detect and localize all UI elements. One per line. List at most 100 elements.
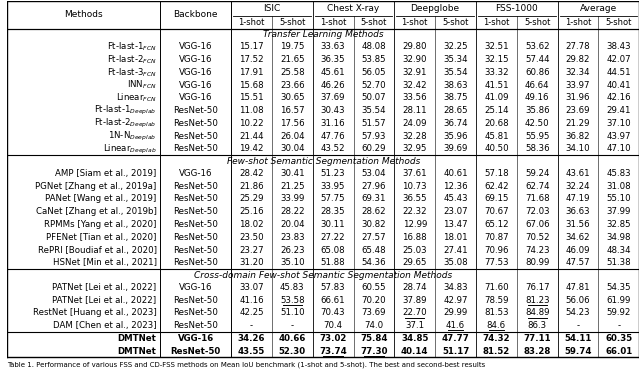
- Text: 67.06: 67.06: [525, 220, 550, 229]
- Text: 27.78: 27.78: [566, 42, 590, 51]
- Text: 23.50: 23.50: [239, 233, 264, 242]
- Text: ISIC: ISIC: [263, 4, 280, 13]
- Text: 62.42: 62.42: [484, 182, 509, 191]
- Text: 41.09: 41.09: [484, 93, 509, 102]
- Text: 23.07: 23.07: [444, 207, 468, 216]
- Text: 31.20: 31.20: [239, 258, 264, 267]
- Text: ResNet-50: ResNet-50: [173, 195, 218, 204]
- Text: 60.55: 60.55: [362, 283, 387, 292]
- Text: Backbone: Backbone: [173, 10, 218, 19]
- Text: 15.68: 15.68: [239, 81, 264, 90]
- Text: 28.62: 28.62: [362, 207, 387, 216]
- Text: 51.38: 51.38: [607, 258, 631, 267]
- Text: 25.29: 25.29: [239, 195, 264, 204]
- Text: 5-shot: 5-shot: [524, 18, 550, 27]
- Text: 36.55: 36.55: [403, 195, 427, 204]
- Text: 37.89: 37.89: [403, 296, 427, 304]
- Text: 33.63: 33.63: [321, 42, 346, 51]
- Text: 17.52: 17.52: [239, 55, 264, 64]
- Text: 26.23: 26.23: [280, 246, 305, 255]
- Text: 32.42: 32.42: [403, 81, 427, 90]
- Text: 57.93: 57.93: [362, 132, 386, 141]
- Text: 23.69: 23.69: [566, 106, 590, 115]
- Text: CaNet [Zhang et al., 2019b]: CaNet [Zhang et al., 2019b]: [36, 207, 157, 216]
- Text: 29.80: 29.80: [403, 42, 427, 51]
- Text: 60.29: 60.29: [362, 144, 386, 153]
- Text: 21.65: 21.65: [280, 55, 305, 64]
- Text: Methods: Methods: [65, 10, 103, 19]
- Text: 21.25: 21.25: [280, 182, 305, 191]
- Text: Linear$_\mathit{FCN}$: Linear$_\mathit{FCN}$: [116, 92, 157, 104]
- Text: 77.30: 77.30: [360, 346, 388, 355]
- Text: 37.10: 37.10: [607, 119, 631, 128]
- Text: Few-shot Semantic Segmentation Methods: Few-shot Semantic Segmentation Methods: [227, 157, 420, 166]
- Text: 1-shot: 1-shot: [565, 18, 591, 27]
- Text: 30.43: 30.43: [321, 106, 346, 115]
- Text: 45.83: 45.83: [607, 169, 631, 178]
- Text: 42.97: 42.97: [444, 296, 468, 304]
- Text: 69.31: 69.31: [362, 195, 386, 204]
- Text: 51.10: 51.10: [280, 308, 305, 317]
- Text: 51.17: 51.17: [442, 346, 469, 355]
- Text: 58.36: 58.36: [525, 144, 550, 153]
- Text: VGG-16: VGG-16: [179, 68, 212, 77]
- Text: 32.24: 32.24: [566, 182, 590, 191]
- Text: Deepglobe: Deepglobe: [411, 4, 460, 13]
- Text: 43.55: 43.55: [238, 346, 265, 355]
- Text: 30.41: 30.41: [280, 169, 305, 178]
- Text: 61.99: 61.99: [607, 296, 631, 304]
- Text: ResNet-50: ResNet-50: [173, 233, 218, 242]
- Text: PGNet [Zhang et al., 2019a]: PGNet [Zhang et al., 2019a]: [35, 182, 157, 191]
- Text: 27.57: 27.57: [362, 233, 387, 242]
- Text: Ft-last-3$_\mathit{FCN}$: Ft-last-3$_\mathit{FCN}$: [107, 66, 157, 79]
- Text: 45.61: 45.61: [321, 68, 346, 77]
- Text: 84.6: 84.6: [487, 321, 506, 330]
- Text: Ft-last-2$_\mathit{FCN}$: Ft-last-2$_\mathit{FCN}$: [107, 53, 157, 66]
- Text: 32.85: 32.85: [607, 220, 631, 229]
- Text: 33.56: 33.56: [403, 93, 427, 102]
- Text: 33.07: 33.07: [239, 283, 264, 292]
- Text: 53.85: 53.85: [362, 55, 387, 64]
- Text: 5-shot: 5-shot: [279, 18, 305, 27]
- Text: ResNet-50: ResNet-50: [173, 106, 218, 115]
- Text: 29.65: 29.65: [403, 258, 427, 267]
- Text: -: -: [618, 321, 620, 330]
- Text: 1N-N$_\mathit{Deeplab}$: 1N-N$_\mathit{Deeplab}$: [108, 130, 157, 143]
- Text: 41.51: 41.51: [484, 81, 509, 90]
- Text: 54.23: 54.23: [566, 308, 590, 317]
- Text: ResNet-50: ResNet-50: [173, 296, 218, 304]
- Text: ResNet-50: ResNet-50: [173, 258, 218, 267]
- Text: 70.87: 70.87: [484, 233, 509, 242]
- Text: 21.44: 21.44: [239, 132, 264, 141]
- Text: 47.81: 47.81: [566, 283, 590, 292]
- Text: 5-shot: 5-shot: [361, 18, 387, 27]
- Text: 84.89: 84.89: [525, 308, 550, 317]
- Text: 36.74: 36.74: [444, 119, 468, 128]
- Text: 33.95: 33.95: [321, 182, 346, 191]
- Text: 47.19: 47.19: [566, 195, 590, 204]
- Text: -: -: [250, 321, 253, 330]
- Text: VGG-16: VGG-16: [179, 81, 212, 90]
- Text: 31.08: 31.08: [607, 182, 631, 191]
- Text: 32.15: 32.15: [484, 55, 509, 64]
- Text: PANet [Wang et al., 2019]: PANet [Wang et al., 2019]: [45, 195, 157, 204]
- Text: 25.58: 25.58: [280, 68, 305, 77]
- Text: 32.34: 32.34: [566, 68, 590, 77]
- Text: VGG-16: VGG-16: [179, 93, 212, 102]
- Text: 35.86: 35.86: [525, 106, 550, 115]
- Text: 25.16: 25.16: [239, 207, 264, 216]
- Text: 43.52: 43.52: [321, 144, 346, 153]
- Text: 34.62: 34.62: [566, 233, 590, 242]
- Text: 42.16: 42.16: [607, 93, 631, 102]
- Text: 43.97: 43.97: [607, 132, 631, 141]
- Text: 73.02: 73.02: [319, 334, 347, 343]
- Text: ResNet-50: ResNet-50: [171, 346, 221, 355]
- Text: 34.10: 34.10: [566, 144, 590, 153]
- Text: 22.32: 22.32: [403, 207, 427, 216]
- Text: 24.09: 24.09: [403, 119, 427, 128]
- Text: 16.57: 16.57: [280, 106, 305, 115]
- Text: 41.6: 41.6: [446, 321, 465, 330]
- Text: 81.52: 81.52: [483, 346, 510, 355]
- Text: 11.08: 11.08: [239, 106, 264, 115]
- Text: 32.90: 32.90: [403, 55, 427, 64]
